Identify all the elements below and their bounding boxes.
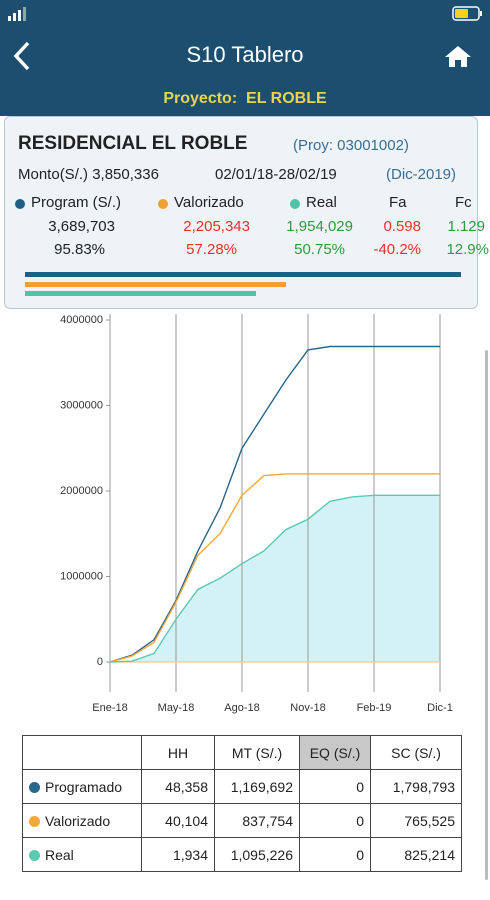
- amount-value: 3,850,336: [92, 166, 159, 183]
- table-cell: 48,358: [141, 769, 215, 804]
- header-cell: [22, 735, 142, 770]
- x-tick-label: Feb-19: [357, 702, 392, 714]
- column-pct: 12.9%: [446, 241, 489, 258]
- column-value: 0.598: [383, 218, 421, 235]
- progress-bar: [25, 291, 256, 296]
- series-line: [109, 494, 440, 663]
- table-cell: 1,798,793: [370, 769, 462, 804]
- project-label: Proyecto:: [163, 90, 238, 107]
- column-value: 2,205,343: [183, 218, 250, 235]
- row-label: Valorizado: [22, 803, 142, 838]
- table-cell: 1,095,226: [214, 837, 300, 872]
- row-label: Programado: [22, 769, 142, 804]
- legend-dot: [29, 815, 40, 827]
- summary-table: HH MT (S/.) EQ (S/.) SC (S/.) Programado 48,3…: [22, 735, 462, 872]
- column-value: 3,689,703: [48, 218, 115, 235]
- chart: Ene-18 May-18 Ago-18 Nov-18 Feb-19 Dic-1 0 1000…: [60, 314, 453, 714]
- table-row: Programado 48,358 1,169,692 0 1,798,793: [22, 769, 462, 804]
- legend-dot: [29, 781, 40, 793]
- x-tick-label: Nov-18: [290, 702, 325, 714]
- table-cell: 837,754: [214, 803, 300, 838]
- column-label: Fc: [455, 194, 472, 211]
- header-cell: EQ (S/.): [299, 735, 371, 770]
- y-tick-label: 2000000: [60, 485, 103, 497]
- column-pct: 95.83%: [54, 241, 105, 258]
- app-bar: S10 Tablero Proyecto: EL ROBLE: [0, 0, 490, 116]
- x-tick-label: Ene-18: [92, 702, 127, 714]
- header-cell: SC (S/.): [370, 735, 462, 770]
- table-row: Real 1,934 1,095,226 0 825,214: [22, 837, 462, 872]
- area: [110, 495, 440, 662]
- project-code: (Proy: 03001002): [293, 137, 409, 154]
- amount: Monto(S/.) 3,850,336: [18, 166, 159, 183]
- amount-label: Monto(S/.): [18, 166, 89, 183]
- legend-dot: [290, 199, 300, 209]
- x-tick-label: Ago-18: [224, 702, 259, 714]
- x-tick-label: Dic-1: [427, 702, 453, 714]
- end-date: (Dic-2019): [386, 166, 457, 183]
- legend-dot: [29, 849, 40, 861]
- legend-dot: [15, 199, 25, 209]
- table-cell: 40,104: [141, 803, 215, 838]
- row-name: Programado: [45, 778, 123, 795]
- y-tick-label: 0: [97, 656, 103, 668]
- header-cell: HH: [141, 735, 215, 770]
- row-name: Real: [45, 846, 74, 863]
- home-button[interactable]: [444, 44, 472, 68]
- column-label: Valorizado: [174, 194, 244, 211]
- x-tick-label: May-18: [158, 702, 195, 714]
- table-cell: 0: [299, 803, 371, 838]
- battery-icon: [452, 6, 482, 21]
- progress-bar: [25, 282, 286, 287]
- header-row: HH MT (S/.) EQ (S/.) SC (S/.): [22, 735, 462, 770]
- table-cell: 0: [299, 769, 371, 804]
- column-value: 1.129: [447, 218, 485, 235]
- table-row: Valorizado 40,104 837,754 0 765,525: [22, 803, 462, 838]
- series-line: [109, 473, 440, 663]
- period: 02/01/18-28/02/19: [215, 166, 337, 183]
- column-label: Fa: [389, 194, 407, 211]
- screen-title: S10 Tablero: [186, 42, 304, 67]
- y-tick-label: 3000000: [60, 399, 103, 411]
- y-tick-label: 4000000: [60, 314, 103, 326]
- table-cell: 1,934: [141, 837, 215, 872]
- signal-icon: [8, 7, 26, 21]
- project: Proyecto: EL ROBLE: [0, 90, 490, 108]
- y-tick-label: 1000000: [60, 570, 103, 582]
- series-line: [109, 345, 440, 663]
- column-value: 1,954,029: [286, 218, 353, 235]
- table-cell: 1,169,692: [214, 769, 300, 804]
- table-cell: 825,214: [370, 837, 462, 872]
- column-pct: 57.28%: [186, 241, 237, 258]
- summary-card: RESIDENCIAL EL ROBLE (Proy: 03001002) Mo…: [4, 116, 489, 309]
- column-label: Real: [306, 194, 337, 211]
- scrollbar: [485, 350, 488, 880]
- table-cell: 765,525: [370, 803, 462, 838]
- progress-bar: [25, 272, 462, 277]
- project-name: EL ROBLE: [246, 90, 327, 107]
- back-button[interactable]: [10, 40, 34, 72]
- column-pct: -40.2%: [373, 241, 421, 258]
- row-label: Real: [22, 837, 142, 872]
- row-name: Valorizado: [45, 812, 111, 829]
- legend-dot: [158, 199, 168, 209]
- column-pct: 50.75%: [294, 241, 345, 258]
- header-cell: MT (S/.): [214, 735, 300, 770]
- project-title: RESIDENCIAL EL ROBLE: [18, 133, 248, 154]
- column-label: Program (S/.): [31, 194, 122, 211]
- table-cell: 0: [299, 837, 371, 872]
